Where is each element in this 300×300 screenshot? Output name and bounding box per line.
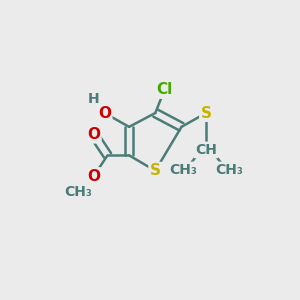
Text: O: O bbox=[87, 127, 100, 142]
Text: H: H bbox=[88, 92, 100, 106]
Text: O: O bbox=[98, 106, 111, 121]
Text: O: O bbox=[87, 169, 100, 184]
Text: CH₃: CH₃ bbox=[215, 163, 243, 177]
Text: S: S bbox=[150, 163, 161, 178]
Text: Cl: Cl bbox=[156, 82, 173, 98]
Text: CH₃: CH₃ bbox=[169, 163, 197, 177]
Text: CH₃: CH₃ bbox=[64, 184, 92, 199]
Text: CH: CH bbox=[195, 143, 217, 157]
Text: S: S bbox=[201, 106, 212, 121]
